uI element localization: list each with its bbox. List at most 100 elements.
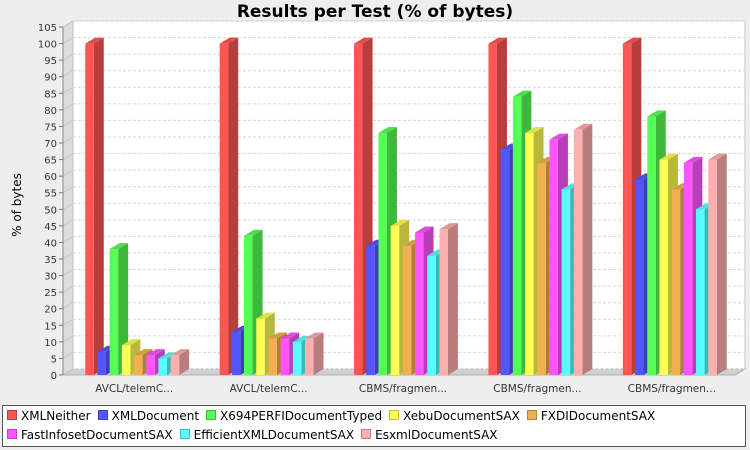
bar-front: [537, 162, 546, 375]
chart-title: Results per Test (% of bytes): [236, 2, 514, 22]
bar-front: [561, 189, 571, 375]
legend-item: XMLNeither: [7, 409, 91, 423]
bar-front: [488, 43, 497, 375]
y-tick-label: 70: [44, 139, 57, 150]
legend-label: EfficientXMLDocumentSAX: [193, 428, 355, 442]
x-tick-label: CBMS/fragmen...: [493, 383, 581, 395]
grid-side-line: [62, 53, 74, 61]
bar-top: [378, 127, 397, 134]
y-tick-label: 25: [44, 288, 57, 299]
legend-label: FXDIDocumentSAX: [540, 409, 656, 423]
y-axis-label: % of bytes: [10, 173, 24, 237]
bar-top: [134, 349, 153, 356]
bar-front: [402, 245, 412, 375]
grid-side-line: [62, 302, 74, 310]
bar-group: [488, 37, 593, 375]
bar-top: [121, 339, 141, 346]
bar: [573, 123, 593, 375]
bar-top: [659, 153, 678, 160]
legend-label: EsxmlDocumentSAX: [375, 428, 498, 442]
x-tick-label: CBMS/fragmen...: [359, 383, 447, 395]
grid-side-line: [62, 103, 74, 111]
bar-front: [97, 351, 106, 375]
y-tick-label: 50: [44, 205, 57, 216]
bar-front: [354, 43, 363, 375]
bar: [109, 243, 129, 375]
bar-front: [500, 149, 510, 375]
bar-top: [415, 226, 434, 233]
bar-top: [488, 37, 507, 44]
grid-side-line: [62, 186, 74, 194]
bar-side: [716, 153, 727, 375]
bar-front: [512, 96, 522, 375]
y-tick-label: 40: [44, 238, 57, 249]
legend-swatch: [206, 410, 217, 420]
x-tick-label: AVCL/telemC...: [95, 383, 173, 395]
y-tick-label: 55: [44, 189, 57, 200]
bar-side: [228, 37, 239, 375]
bar-top: [354, 37, 373, 44]
bar-top: [109, 243, 129, 250]
legend-label: X694PERFIDocumentTyped: [220, 409, 383, 423]
grid-side-line: [62, 153, 74, 161]
y-tick-label: 95: [44, 56, 57, 67]
bar-front: [390, 225, 400, 375]
legend-label: FastInfosetDocumentSAX: [21, 428, 173, 442]
bar-front: [244, 235, 253, 375]
bar-front: [439, 229, 448, 375]
bar-top: [268, 332, 287, 339]
bar: [305, 332, 324, 375]
grid-side-line: [62, 252, 74, 260]
bar-front: [659, 159, 668, 375]
bar-front: [268, 338, 277, 375]
y-tick-label: 80: [44, 106, 57, 117]
bar: [219, 37, 239, 375]
bar-front: [109, 249, 119, 375]
y-tick-label: 15: [44, 321, 57, 332]
bar: [85, 37, 104, 375]
bar-front: [158, 358, 167, 375]
grid-side-line: [62, 335, 74, 343]
bar-side: [447, 223, 458, 375]
bar-front: [708, 159, 717, 375]
legend: XMLNeither XMLDocument X694PERFIDocumentTy…: [2, 405, 746, 447]
legend-swatch: [361, 429, 372, 439]
plot-area: 0 5 10 15 20 25 30 35 40 45 50 55 60 65 70 75 80 85 90 95 10…: [38, 20, 747, 395]
legend-item: FastInfosetDocumentSAX: [7, 428, 173, 442]
grid-side-line: [62, 269, 74, 277]
bar-top: [170, 349, 190, 356]
grid-side-line: [62, 351, 74, 359]
bar-top: [549, 133, 568, 140]
y-tick-label: 20: [44, 305, 57, 316]
bar-top: [292, 335, 312, 342]
legend-item: EsxmlDocumentSAX: [361, 428, 498, 442]
bar-front: [305, 338, 314, 375]
bar-front: [696, 209, 705, 375]
bar-top: [525, 127, 544, 134]
bar-top: [280, 332, 300, 339]
y-tick-label: 35: [44, 255, 57, 266]
bar-top: [390, 219, 410, 226]
bar-front: [622, 43, 632, 375]
bar-front: [427, 255, 436, 375]
bar-front: [647, 116, 656, 375]
bar-group: [622, 37, 727, 375]
grid-side-line: [62, 119, 74, 127]
bar-side: [179, 349, 190, 375]
bar-top: [647, 110, 666, 117]
bar-top: [683, 156, 703, 163]
bar-top: [146, 349, 165, 356]
bar-front: [280, 338, 290, 375]
grid-side-line: [62, 219, 74, 227]
bar-front: [134, 355, 143, 375]
bar-side: [313, 332, 324, 375]
y-tick-label: 45: [44, 222, 57, 233]
bar-front: [415, 232, 424, 375]
legend-item: FXDIDocumentSAX: [526, 409, 656, 423]
bar-side: [118, 243, 129, 375]
grid-side-line: [62, 20, 74, 28]
bar-front: [256, 318, 265, 375]
legend-item: X694PERFIDocumentTyped: [206, 409, 382, 423]
bar: [439, 223, 458, 375]
legend-swatch: [179, 429, 190, 439]
